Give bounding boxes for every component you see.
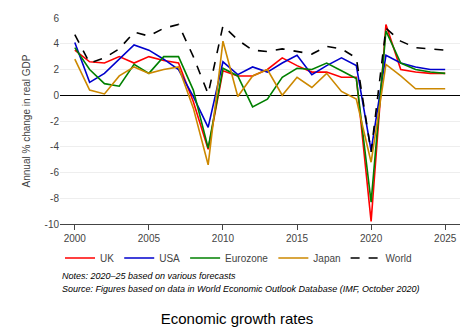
svg-text:Source: Figures based on data: Source: Figures based on data in World E… bbox=[62, 284, 420, 294]
svg-text:USA: USA bbox=[159, 253, 180, 264]
svg-text:2020: 2020 bbox=[360, 233, 383, 244]
svg-text:2005: 2005 bbox=[138, 233, 161, 244]
svg-text:0: 0 bbox=[53, 90, 59, 101]
svg-text:-8: -8 bbox=[50, 193, 59, 204]
svg-text:4: 4 bbox=[53, 38, 59, 49]
svg-text:Notes: 2020–25 based on variou: Notes: 2020–25 based on various forecast… bbox=[62, 271, 236, 281]
svg-text:Economic growth rates: Economic growth rates bbox=[161, 310, 314, 327]
svg-text:World: World bbox=[386, 253, 412, 264]
svg-text:Annual % change in real GDP: Annual % change in real GDP bbox=[21, 54, 32, 187]
svg-text:2010: 2010 bbox=[212, 233, 235, 244]
svg-text:Japan: Japan bbox=[313, 253, 340, 264]
svg-text:Eurozone: Eurozone bbox=[225, 253, 268, 264]
svg-text:UK: UK bbox=[100, 253, 114, 264]
svg-text:6: 6 bbox=[53, 13, 59, 24]
svg-text:2000: 2000 bbox=[64, 233, 87, 244]
svg-text:2015: 2015 bbox=[286, 233, 309, 244]
svg-text:2: 2 bbox=[53, 64, 59, 75]
svg-text:-10: -10 bbox=[45, 219, 60, 230]
svg-text:-4: -4 bbox=[50, 141, 59, 152]
svg-text:-6: -6 bbox=[50, 167, 59, 178]
svg-text:2025: 2025 bbox=[434, 233, 457, 244]
svg-text:-2: -2 bbox=[50, 116, 59, 127]
